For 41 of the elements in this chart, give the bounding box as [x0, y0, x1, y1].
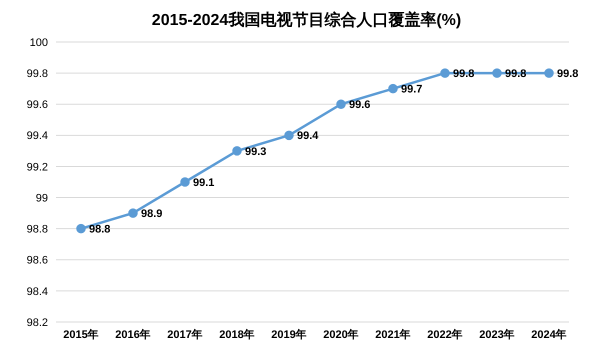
point — [544, 68, 554, 78]
y-tick-label: 98.2 — [26, 316, 48, 329]
data-label: 99.7 — [401, 84, 422, 96]
data-label: 99.6 — [349, 99, 370, 112]
data-label: 99.1 — [193, 176, 214, 189]
chart-title: 2015-2024我国电视节目综合人口覆盖率(%) — [150, 10, 462, 31]
point — [492, 68, 502, 78]
y-tick-label: 99 — [36, 192, 48, 204]
x-tick-label: 2019年 — [271, 328, 307, 341]
data-label: 99.3 — [245, 146, 266, 158]
x-tick-label: 2015年 — [63, 328, 99, 341]
point — [232, 146, 242, 156]
data-label: 99.4 — [297, 130, 320, 142]
point — [440, 68, 450, 78]
point — [128, 208, 138, 218]
x-tick-label: 2016年 — [115, 328, 151, 341]
x-tick-label: 2021年 — [375, 328, 411, 341]
x-tick-label: 2017年 — [167, 328, 203, 341]
point — [284, 130, 294, 140]
y-tick-label: 99.6 — [26, 99, 48, 112]
point — [336, 99, 346, 109]
data-label: 99.8 — [453, 68, 474, 80]
x-tick-label: 2023年 — [479, 328, 515, 341]
data-label: 98.8 — [89, 224, 110, 236]
y-tick-label: 98.4 — [26, 286, 48, 298]
y-tick-label: 99.2 — [26, 161, 48, 174]
x-tick-label: 2020年 — [323, 328, 359, 341]
y-tick-label: 99.4 — [26, 130, 48, 142]
y-tick-label: 98.6 — [26, 254, 48, 267]
x-tick-label: 2018年 — [219, 328, 255, 341]
y-tick-label: 99.8 — [26, 68, 48, 80]
x-tick-label: 2022年 — [427, 328, 463, 341]
point — [180, 177, 190, 187]
data-label: 99.8 — [557, 68, 578, 80]
y-tick-label: 100 — [30, 36, 48, 49]
x-tick-label: 2024年 — [531, 328, 567, 341]
point — [388, 84, 398, 94]
y-tick-label: 98.8 — [26, 224, 48, 236]
data-label: 99.8 — [505, 68, 526, 80]
point — [76, 224, 86, 234]
data-label: 98.9 — [141, 208, 162, 220]
